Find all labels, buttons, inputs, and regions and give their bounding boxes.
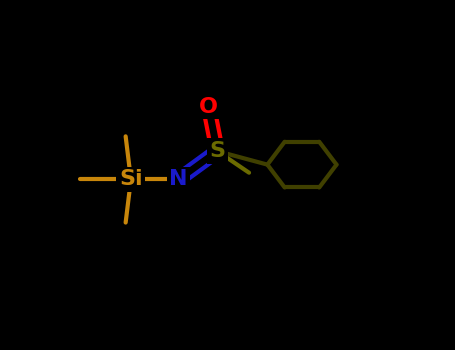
Text: S: S xyxy=(209,141,225,161)
Text: O: O xyxy=(199,97,218,117)
Text: Si: Si xyxy=(119,169,143,189)
Text: N: N xyxy=(169,169,188,189)
